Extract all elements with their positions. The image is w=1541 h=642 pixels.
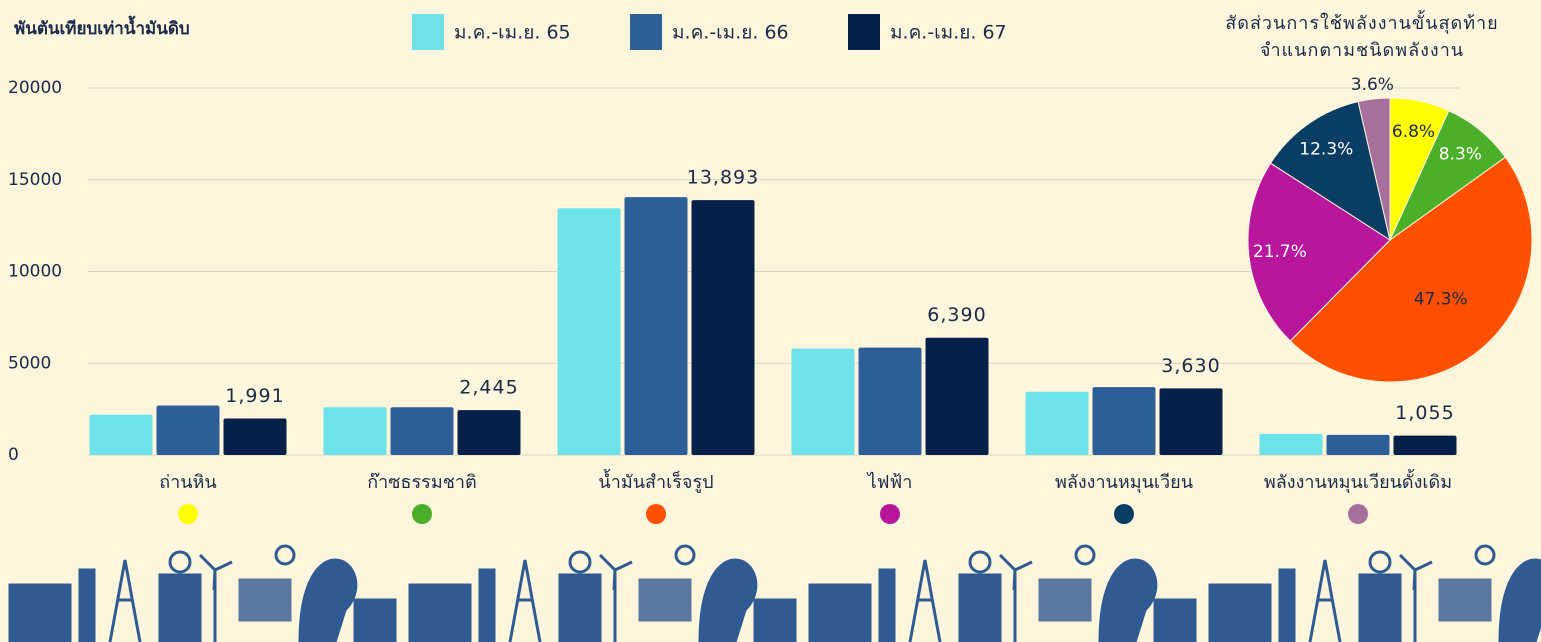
pie-label: 8.3% bbox=[1439, 144, 1482, 164]
y-tick-label: 0 bbox=[8, 445, 19, 465]
value-label: 6,390 bbox=[927, 304, 986, 326]
bar bbox=[791, 348, 855, 455]
pie-slice bbox=[1269, 101, 1391, 242]
pie-slice bbox=[1357, 97, 1391, 241]
y-tick-label: 20000 bbox=[8, 78, 62, 98]
y-tick-label: 15000 bbox=[8, 170, 62, 190]
bar bbox=[557, 208, 621, 455]
value-label: 2,445 bbox=[459, 377, 518, 399]
bar bbox=[1326, 434, 1390, 455]
x-tick-label: พลังงานหมุนเวียน bbox=[1055, 472, 1193, 493]
category-dot bbox=[646, 504, 666, 524]
value-label: 13,893 bbox=[687, 167, 759, 189]
bar bbox=[1259, 433, 1323, 455]
y-tick-label: 5000 bbox=[8, 353, 51, 373]
x-tick-label: ก๊าซธรรมชาติ bbox=[367, 472, 476, 493]
value-label: 1,055 bbox=[1395, 402, 1454, 424]
legend-swatch bbox=[412, 14, 444, 50]
category-dot bbox=[880, 504, 900, 524]
legend-label: ม.ค.-เม.ย. 66 bbox=[672, 22, 789, 44]
bar bbox=[1159, 388, 1223, 455]
legend-swatch bbox=[848, 14, 880, 50]
pie-title: สัดส่วนการใช้พลังงานขั้นสุดท้าย bbox=[1225, 10, 1498, 34]
x-tick-label: น้ำมันสำเร็จรูป bbox=[598, 469, 713, 493]
legend-swatch bbox=[630, 14, 662, 50]
bar bbox=[624, 197, 688, 455]
y-tick-label: 10000 bbox=[8, 262, 62, 282]
bar bbox=[1393, 435, 1457, 455]
decoration bbox=[0, 540, 1541, 642]
legend-label: ม.ค.-เม.ย. 65 bbox=[454, 22, 571, 44]
category-dot bbox=[1348, 504, 1368, 524]
x-tick-label: ถ่านหิน bbox=[159, 472, 216, 493]
value-label: 3,630 bbox=[1161, 355, 1220, 377]
legend-label: ม.ค.-เม.ย. 67 bbox=[890, 22, 1007, 44]
bar bbox=[323, 407, 387, 455]
bar bbox=[223, 418, 287, 455]
pie-label: 6.8% bbox=[1392, 122, 1435, 142]
category-dot bbox=[178, 504, 198, 524]
bar bbox=[691, 200, 755, 455]
pie-label: 3.6% bbox=[1351, 75, 1394, 95]
y-axis-label: พันตันเทียบเท่าน้ำมันดิบ bbox=[14, 15, 190, 39]
bar bbox=[1092, 387, 1156, 455]
pie-label: 47.3% bbox=[1414, 289, 1468, 309]
x-tick-label: พลังงานหมุนเวียนดั้งเดิม bbox=[1264, 469, 1452, 493]
pie-title: จำแนกตามชนิดพลังงาน bbox=[1260, 40, 1464, 61]
bar bbox=[858, 347, 922, 455]
pie-slice bbox=[1247, 162, 1391, 342]
pie-slice bbox=[1289, 156, 1533, 383]
bar bbox=[89, 414, 153, 455]
value-label: 1,991 bbox=[225, 385, 284, 407]
bar bbox=[156, 405, 220, 455]
category-dot bbox=[1114, 504, 1134, 524]
bar bbox=[925, 337, 989, 455]
pie-label: 21.7% bbox=[1253, 242, 1307, 262]
bar bbox=[390, 407, 454, 455]
bar bbox=[1025, 391, 1089, 455]
bar bbox=[457, 410, 521, 455]
category-dot bbox=[412, 504, 432, 524]
x-tick-label: ไฟฟ้า bbox=[866, 471, 913, 493]
pie-label: 12.3% bbox=[1299, 139, 1353, 159]
